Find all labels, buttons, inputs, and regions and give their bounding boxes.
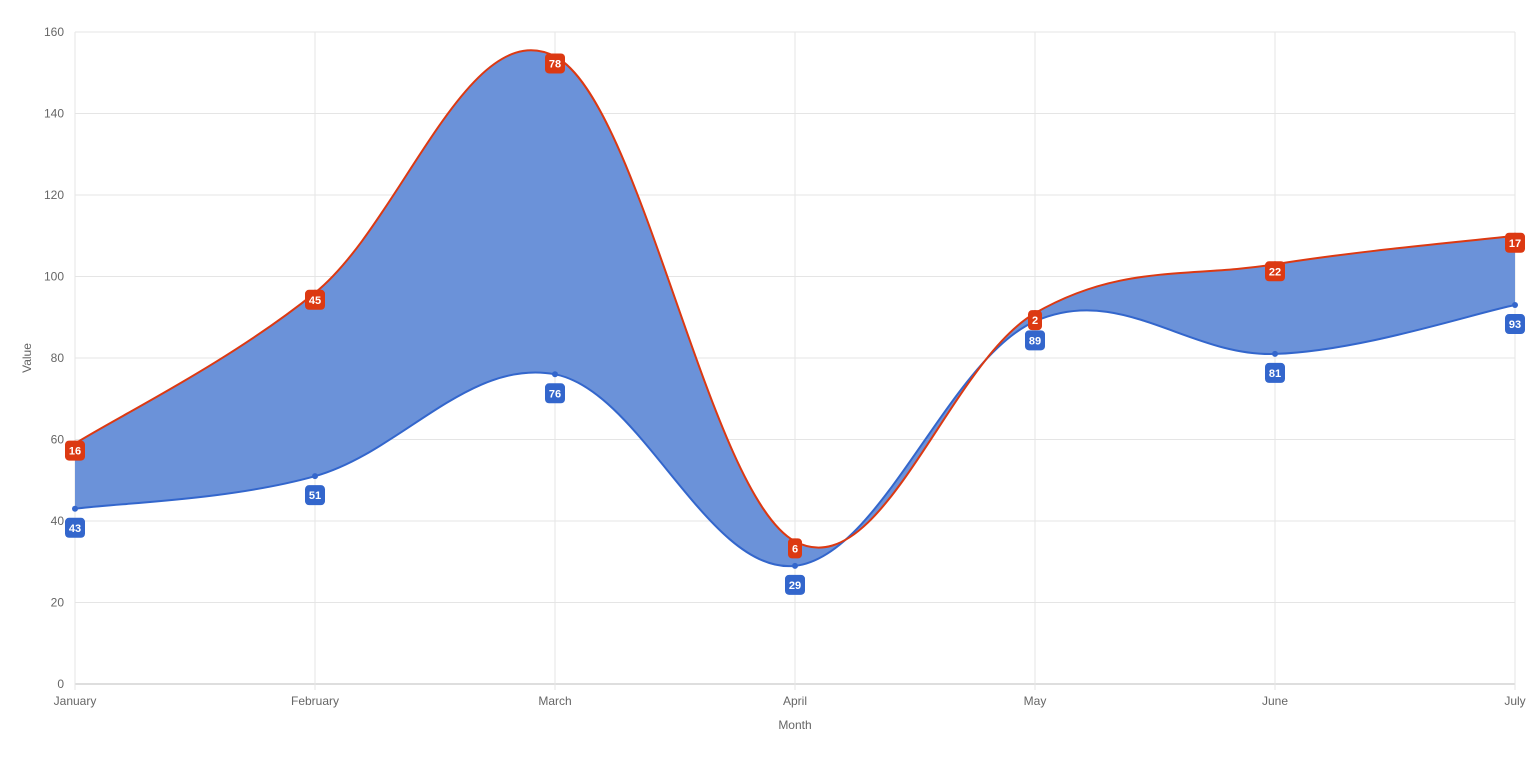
x-tick-label: May [1024, 694, 1047, 708]
y-tick-label: 60 [51, 433, 65, 447]
data-label-lower-box [65, 517, 85, 538]
series-line-upper [74, 49, 1516, 549]
y-tick-label: 0 [57, 677, 64, 691]
data-point-lower [312, 473, 318, 480]
area-fill-layer [75, 50, 1515, 567]
y-tick-label: 120 [44, 188, 64, 202]
data-label-lower-box [305, 485, 325, 506]
data-label-upper-box [545, 53, 565, 74]
x-tick-label: March [538, 694, 571, 708]
data-label-upper: 45 [309, 295, 321, 307]
y-tick-label: 80 [51, 351, 65, 365]
data-label-lower: 89 [1029, 335, 1041, 347]
data-point-lower [552, 371, 558, 378]
y-tick-label: 140 [44, 107, 64, 121]
data-label-lower: 51 [309, 490, 321, 502]
data-label-upper-box [305, 289, 325, 310]
data-label-lower-box [785, 574, 805, 595]
data-label-upper-box [65, 440, 85, 461]
data-point-lower [1272, 350, 1278, 357]
y-tick-label: 20 [51, 596, 65, 610]
data-label-lower: 93 [1509, 319, 1521, 331]
x-tick-label: February [291, 694, 339, 708]
data-label-upper: 78 [549, 58, 561, 70]
data-label-lower: 43 [69, 523, 81, 535]
data-label-lower-box [1505, 314, 1525, 335]
data-point-lower [72, 505, 78, 512]
data-label-lower-box [1265, 362, 1285, 383]
area-band [75, 50, 1515, 567]
x-tick-label: June [1262, 694, 1288, 708]
y-tick-label: 100 [44, 270, 64, 284]
y-tick-label: 160 [44, 25, 64, 39]
data-point-lower [792, 562, 798, 569]
data-label-upper-box [1265, 261, 1285, 282]
data-label-upper: 2 [1032, 315, 1038, 327]
data-label-lower: 81 [1269, 368, 1281, 380]
data-label-lower: 76 [549, 388, 561, 400]
x-tick-label: January [54, 694, 97, 708]
data-label-upper: 17 [1509, 238, 1521, 250]
data-label-lower-box [545, 383, 565, 404]
data-label-lower: 29 [789, 580, 801, 592]
data-point-lower [1512, 302, 1518, 309]
x-tick-label: July [1504, 694, 1525, 708]
data-label-lower-box [1025, 330, 1045, 351]
data-label-upper: 22 [1269, 266, 1281, 278]
data-label-upper: 16 [69, 446, 81, 458]
x-tick-label: April [783, 694, 807, 708]
data-label-upper-box [788, 538, 802, 559]
data-label-upper-box [1505, 232, 1525, 253]
x-axis-title: Month [778, 718, 811, 732]
data-label-upper: 6 [792, 543, 798, 555]
data-label-upper-box [1028, 310, 1042, 331]
y-axis-title: Value [20, 343, 34, 373]
axes: Month Value 0 20 40 60 80 100 120 140 160 January… [20, 25, 1526, 732]
y-tick-label: 40 [51, 514, 65, 528]
